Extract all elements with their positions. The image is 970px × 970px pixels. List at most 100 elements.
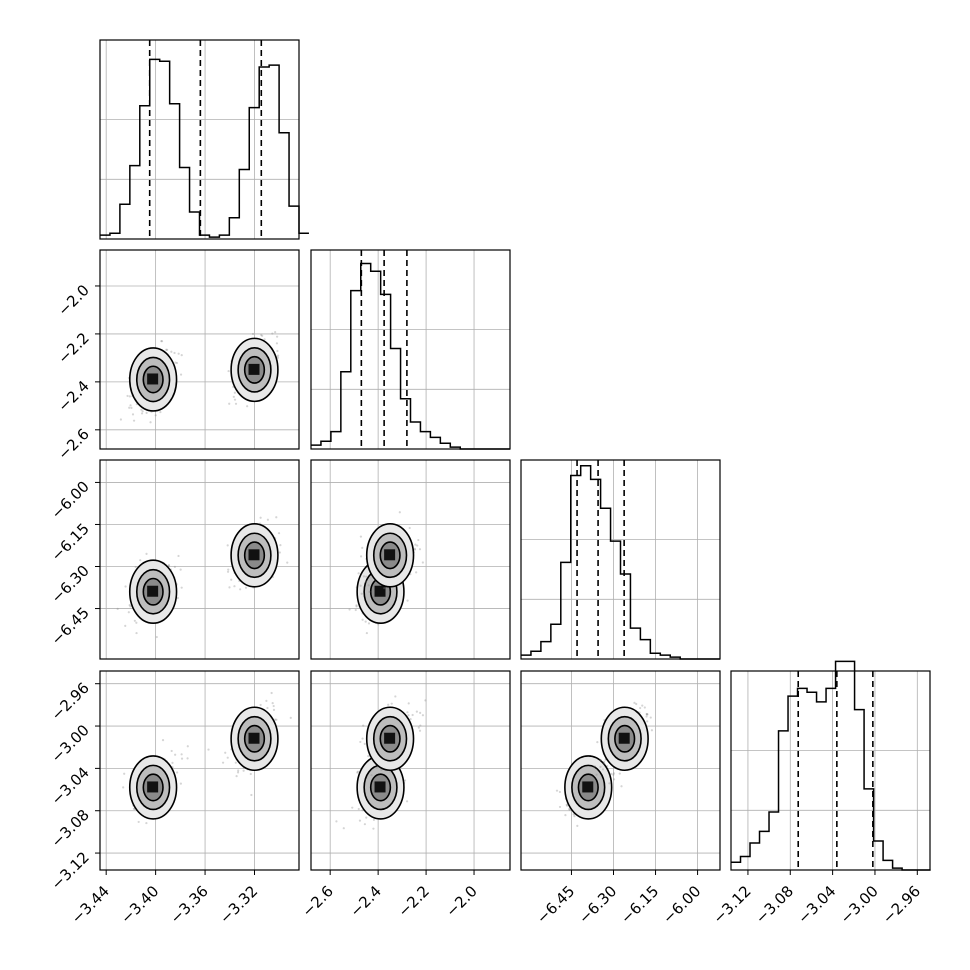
sample-point	[390, 702, 393, 705]
sample-point	[140, 408, 143, 411]
sample-point	[365, 631, 368, 635]
y-tick-label: −3.04	[48, 763, 93, 808]
density-peak	[384, 732, 396, 744]
sample-point	[239, 588, 242, 591]
sample-point	[170, 350, 173, 353]
sample-point	[649, 716, 652, 719]
density-peak	[384, 549, 396, 561]
sample-point	[177, 352, 180, 355]
sample-point	[129, 605, 132, 608]
sample-point	[230, 578, 233, 581]
sample-point	[261, 334, 264, 337]
y-tick-label: −3.12	[48, 848, 93, 893]
sample-point	[564, 814, 567, 817]
sample-point	[170, 749, 173, 753]
sample-point	[367, 622, 371, 625]
sample-point	[176, 771, 179, 774]
sample-point	[140, 412, 144, 415]
histogram	[311, 262, 510, 450]
sample-point	[234, 761, 237, 764]
sample-point	[266, 518, 269, 521]
sample-point	[394, 695, 397, 698]
x-tick-label: −3.36	[167, 882, 212, 927]
x-tick-label: −2.6	[299, 882, 337, 920]
sample-point	[233, 585, 236, 588]
sample-point	[603, 760, 606, 763]
sample-point	[414, 543, 417, 546]
sample-point	[272, 704, 275, 708]
sample-point	[166, 348, 169, 351]
sample-point	[398, 511, 401, 514]
sample-point	[145, 411, 148, 414]
sample-point	[207, 748, 210, 751]
axes-frame	[520, 459, 721, 660]
sample-point	[643, 706, 646, 709]
sample-point	[365, 816, 368, 819]
density-peak	[248, 549, 260, 561]
sample-point	[124, 585, 127, 588]
y-tick-label: −3.00	[48, 721, 93, 766]
sample-point	[370, 774, 373, 777]
sample-point	[259, 703, 262, 707]
sample-point	[276, 349, 279, 353]
sample-point	[177, 554, 180, 558]
axes-frame	[99, 39, 300, 240]
x-tick-label: −3.32	[216, 882, 261, 927]
sample-point	[380, 768, 383, 771]
sample-point	[603, 762, 606, 765]
sample-point	[407, 714, 410, 717]
sample-point	[599, 765, 602, 768]
sample-point	[250, 793, 253, 797]
sample-point	[620, 785, 623, 788]
sample-point	[180, 757, 184, 760]
sample-point	[421, 714, 425, 717]
sample-point	[228, 586, 231, 589]
sample-point	[367, 584, 370, 587]
sample-point	[226, 570, 230, 573]
sample-point	[278, 551, 281, 554]
sample-point	[235, 775, 238, 778]
y-tick-label: −6.15	[48, 520, 93, 565]
sample-point	[135, 621, 138, 624]
sample-point	[186, 745, 189, 748]
sample-point	[596, 741, 599, 744]
sample-point	[407, 702, 410, 705]
sample-point	[179, 782, 182, 785]
sample-point	[232, 395, 235, 398]
sample-point	[359, 555, 363, 558]
sample-point	[417, 538, 420, 542]
density-peak	[374, 781, 386, 793]
sample-point	[601, 768, 605, 771]
sample-point	[368, 590, 371, 593]
sample-point	[174, 361, 177, 364]
sample-point	[356, 770, 360, 773]
sample-point	[251, 332, 255, 336]
panel-1-0: −2.6 −2.4 −2.2 −2.0	[54, 249, 300, 463]
sample-point	[612, 778, 616, 781]
sample-point	[132, 807, 136, 810]
histogram	[731, 660, 931, 871]
sample-point	[228, 402, 231, 405]
sample-point	[645, 715, 648, 718]
sample-point	[354, 608, 357, 612]
sample-point	[568, 807, 571, 811]
sample-point	[413, 547, 417, 550]
sample-point	[645, 712, 648, 716]
x-tick-label: −2.96	[879, 882, 924, 927]
sample-point	[137, 820, 140, 824]
sample-point	[244, 586, 248, 589]
sample-point	[135, 631, 138, 635]
x-tick-label: −2.0	[442, 882, 480, 920]
x-tick-label: −3.00	[837, 882, 882, 927]
sample-point	[355, 604, 358, 607]
axes-frame	[99, 670, 300, 871]
sample-point	[128, 603, 131, 607]
sample-point	[355, 605, 358, 608]
sample-point	[274, 330, 277, 334]
sample-point	[155, 635, 158, 639]
y-tick-label: −3.08	[48, 806, 93, 851]
sample-point	[364, 620, 367, 623]
panel-3-2: −6.45−6.30−6.15−6.00	[520, 670, 721, 927]
sample-point	[272, 708, 276, 711]
panel-3-3: −3.12−3.08−3.04−3.00−2.96	[710, 660, 931, 927]
